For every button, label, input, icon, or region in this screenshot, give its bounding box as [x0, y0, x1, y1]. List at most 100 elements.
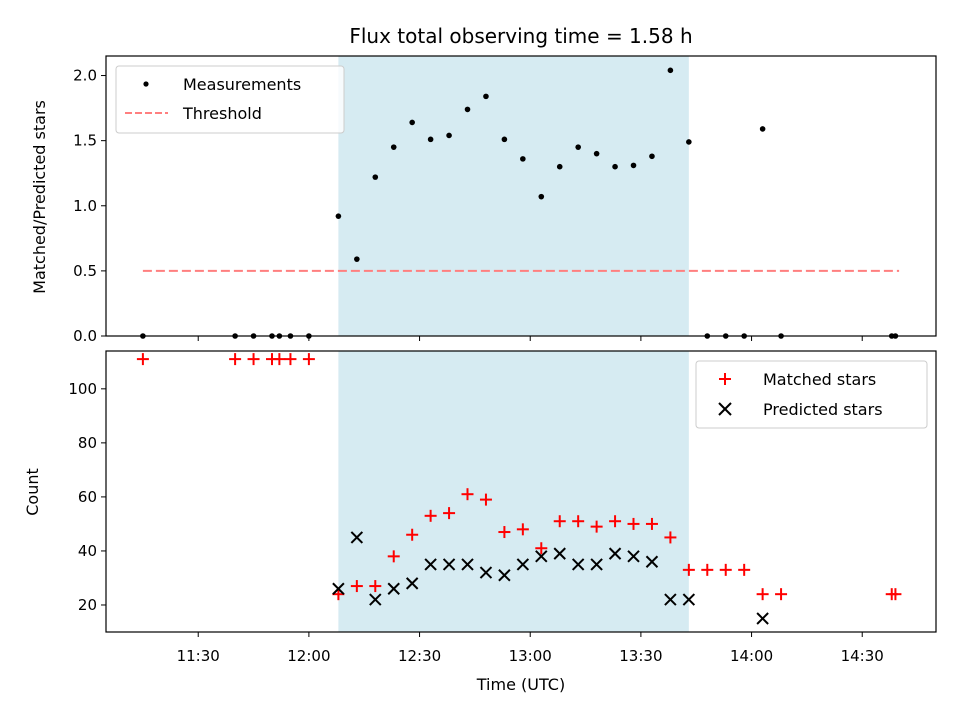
measurement-point	[335, 213, 342, 219]
measurement-point	[464, 106, 471, 113]
x-tick-label: 13:30	[619, 647, 662, 665]
x-tick-label: 13:00	[509, 647, 552, 665]
bottom-y-tick-label: 100	[68, 380, 97, 398]
matched-star-point	[553, 515, 566, 528]
top-legend: Measurements Threshold	[115, 65, 345, 134]
top-axes-frame	[105, 55, 937, 337]
predicted-star-point	[350, 531, 364, 544]
measurement-point	[667, 67, 674, 74]
predicted-star-point	[645, 555, 659, 568]
legend-matched-marker	[719, 373, 731, 385]
bottom-y-tick-label: 20	[78, 596, 97, 614]
top-y-tick-label: 2.0	[73, 67, 97, 85]
matched-star-point	[443, 507, 456, 520]
matched-star-point	[302, 353, 315, 366]
legend-predicted-label: Predicted stars	[763, 400, 883, 419]
predicted-star-point	[442, 558, 456, 571]
bottom-y-tick-label: 80	[78, 434, 97, 452]
matched-star-point	[369, 580, 382, 593]
measurement-point	[612, 163, 618, 170]
predicted-star-point	[608, 547, 622, 560]
matched-star-point	[136, 353, 149, 366]
bottom-axes-frame	[105, 350, 937, 633]
measurement-point	[427, 136, 434, 143]
matched-star-point	[719, 563, 732, 576]
matched-star-point	[590, 520, 603, 533]
top-panel: 0.00.51.01.52.0 Matched/Predicted stars …	[30, 55, 937, 345]
x-tick-label: 14:30	[841, 647, 884, 665]
predicted-star-point	[590, 558, 603, 571]
bottom-x-ticks: 11:30 12:00 12:30 13:00 13:30 14:00 14:30	[177, 632, 884, 665]
measurement-point	[686, 139, 692, 145]
predicted-star-point	[479, 566, 493, 579]
matched-star-point	[424, 509, 437, 522]
matched-star-point	[889, 588, 902, 601]
bottom-legend-box	[695, 360, 928, 429]
measurement-point	[483, 93, 489, 100]
measurement-point	[593, 150, 600, 157]
matched-star-point	[775, 588, 788, 601]
bottom-panel: 20 40 60 80 100 11:30 12:00 12:30 13:00 13:30 14:…	[23, 350, 937, 694]
measurement-point	[759, 126, 766, 132]
top-y-axis-title: Matched/Predicted stars	[30, 100, 49, 294]
top-y-ticks: 0.0 0.5 1.0 1.5 2.0	[73, 67, 106, 345]
predicted-star-point	[405, 577, 419, 590]
predicted-star-point	[553, 547, 566, 560]
measurement-point	[446, 132, 452, 139]
legend-measurements-label: Measurements	[183, 75, 301, 94]
matched-star-point	[535, 542, 548, 555]
predicted-star-point	[369, 593, 382, 606]
top-highlight-span	[338, 56, 689, 336]
matched-star-point	[572, 515, 585, 528]
matched-star-point	[229, 353, 242, 366]
measurement-point	[630, 162, 637, 169]
legend-measurements-marker	[143, 81, 149, 87]
matched-star-point	[645, 517, 658, 530]
measurement-point	[409, 119, 415, 126]
measurement-point	[501, 136, 508, 143]
predicted-star-point	[664, 593, 677, 606]
matched-star-point	[498, 526, 511, 539]
matched-star-point	[627, 517, 640, 530]
predicted-star-point	[498, 569, 511, 582]
matched-star-point	[350, 580, 363, 593]
measurement-point	[372, 174, 379, 180]
matched-star-point	[273, 353, 286, 366]
measurement-point	[538, 193, 545, 200]
predicted-stars-points	[332, 531, 769, 625]
bottom-y-tick-label: 40	[78, 542, 97, 560]
measurement-point	[520, 156, 526, 162]
matched-star-point	[609, 515, 622, 528]
top-legend-box	[115, 65, 345, 134]
matched-star-point	[479, 493, 492, 506]
matched-star-point	[701, 563, 714, 576]
predicted-star-point	[461, 558, 474, 571]
predicted-star-point	[424, 558, 437, 571]
predicted-star-point	[535, 550, 548, 563]
legend-threshold-label: Threshold	[182, 104, 262, 123]
predicted-star-point	[682, 593, 696, 606]
figure-title: Flux total observing time = 1.58 h	[349, 24, 692, 48]
matched-star-point	[682, 563, 695, 576]
predicted-star-point	[571, 558, 585, 571]
legend-predicted-marker	[718, 402, 732, 416]
x-tick-label: 14:00	[730, 647, 773, 665]
top-x-ticks	[197, 336, 863, 341]
top-y-tick-label: 0.5	[73, 262, 97, 280]
matched-star-point	[247, 353, 260, 366]
matched-stars-points	[136, 353, 902, 601]
matched-star-point	[406, 528, 419, 541]
measurement-point	[390, 144, 397, 150]
measurement-point	[575, 144, 581, 150]
matched-star-point	[516, 523, 529, 536]
bottom-y-tick-label: 60	[78, 488, 97, 506]
bottom-y-ticks: 20 40 60 80 100	[68, 380, 106, 614]
matched-star-point	[756, 588, 769, 601]
x-tick-label: 12:30	[398, 647, 441, 665]
predicted-star-point	[756, 612, 769, 625]
bottom-legend: Matched stars Predicted stars	[695, 360, 928, 429]
matched-star-point	[284, 353, 297, 366]
predicted-star-point	[387, 582, 400, 595]
matched-star-point	[461, 488, 474, 501]
